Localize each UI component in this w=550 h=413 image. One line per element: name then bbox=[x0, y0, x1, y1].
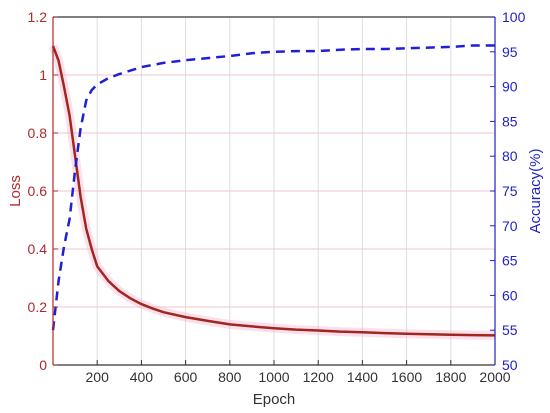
left-tick-label: 0.6 bbox=[28, 183, 48, 199]
x-tick-label: 200 bbox=[86, 369, 110, 385]
x-tick-label: 1000 bbox=[258, 369, 289, 385]
accuracy-series-line bbox=[51, 44, 495, 331]
x-tick-label: 800 bbox=[218, 369, 242, 385]
right-tick-label: 85 bbox=[502, 113, 518, 129]
y-axis-label-loss: Loss bbox=[7, 175, 24, 207]
left-tick-label: 0.2 bbox=[28, 299, 48, 315]
x-tick-label: 2000 bbox=[479, 369, 510, 385]
axes-group bbox=[52, 16, 496, 366]
left-tick-label: 1 bbox=[39, 67, 47, 83]
right-tick-label: 50 bbox=[502, 357, 518, 373]
right-tick-label: 55 bbox=[502, 322, 518, 338]
right-tick-label: 95 bbox=[502, 44, 518, 60]
x-tick-label: 1600 bbox=[391, 369, 422, 385]
left-tick-label: 0.8 bbox=[28, 125, 48, 141]
grid-lines bbox=[53, 16, 496, 366]
x-tick-label: 1200 bbox=[303, 369, 334, 385]
loss-series-line bbox=[51, 45, 496, 337]
right-tick-label: 75 bbox=[502, 183, 518, 199]
right-tick-label: 80 bbox=[502, 148, 518, 164]
left-tick-label: 0.4 bbox=[28, 241, 48, 257]
x-tick-label: 1400 bbox=[347, 369, 378, 385]
y-axis-label-accuracy: Accuracy(%) bbox=[527, 148, 544, 233]
series-group bbox=[48, 44, 496, 340]
x-tick-label: 1800 bbox=[435, 369, 466, 385]
right-tick-label: 90 bbox=[502, 79, 518, 95]
x-tick-label: 600 bbox=[174, 369, 198, 385]
right-tick-label: 100 bbox=[502, 9, 526, 25]
right-tick-label: 60 bbox=[502, 287, 518, 303]
x-axis-label: Epoch bbox=[253, 391, 296, 408]
right-tick-label: 70 bbox=[502, 218, 518, 234]
x-tick-label: 400 bbox=[130, 369, 154, 385]
tick-labels: 0 0.2 0.4 0.6 0.8 1 1.2 50 55 60 65 70 75 80 85 90 95 100… bbox=[28, 9, 526, 385]
left-tick-label: 0 bbox=[39, 357, 47, 373]
left-tick-label: 1.2 bbox=[28, 9, 48, 25]
right-tick-label: 65 bbox=[502, 253, 518, 269]
